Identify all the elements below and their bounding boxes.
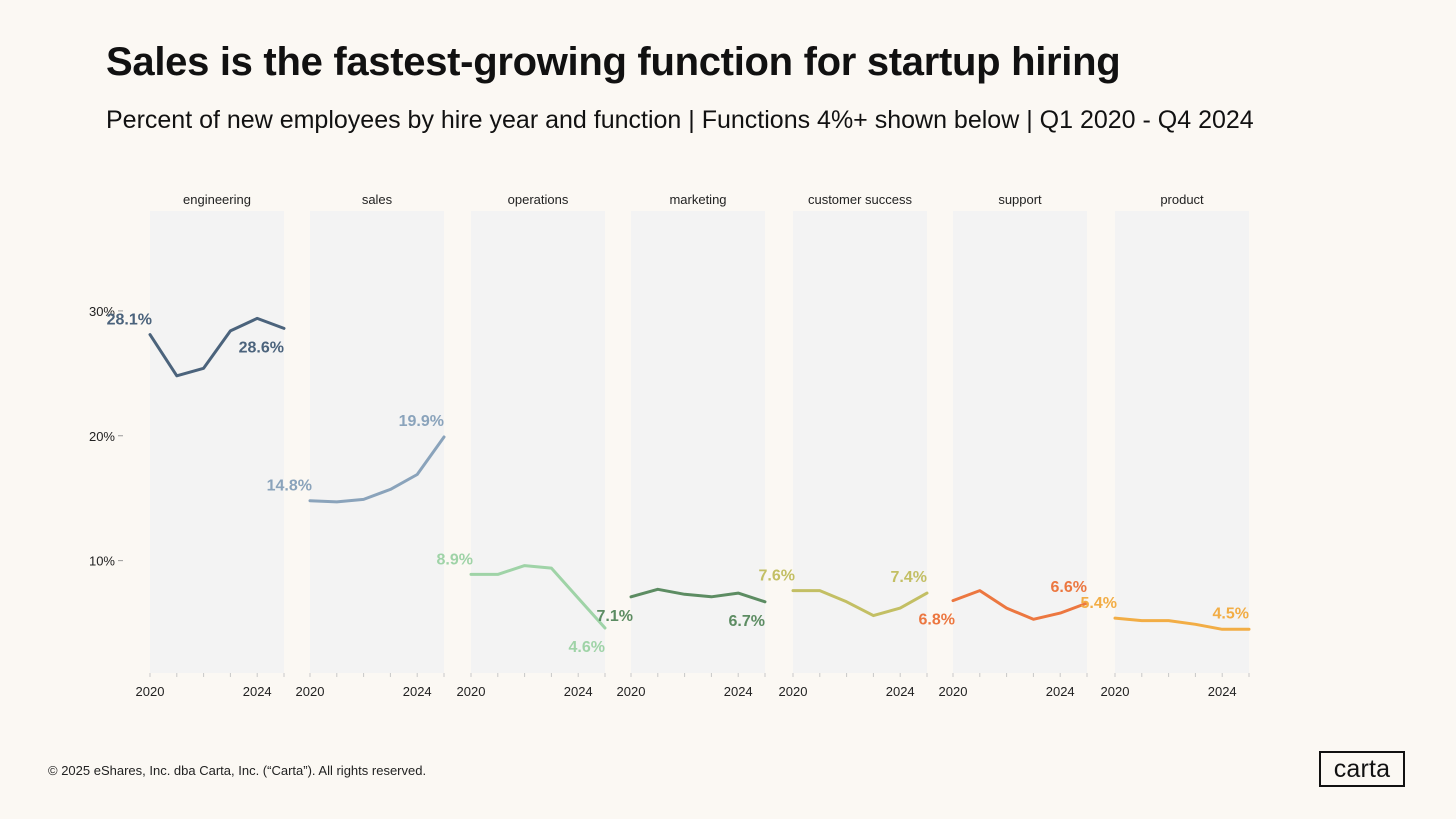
panel-background xyxy=(471,211,605,673)
panel-header: operations xyxy=(508,192,569,207)
start-data-label: 7.1% xyxy=(597,608,633,625)
x-tick-label: 2020 xyxy=(779,684,808,699)
end-data-label: 7.4% xyxy=(891,569,927,586)
series-line-product xyxy=(1113,616,1251,631)
x-tick-label: 2020 xyxy=(617,684,646,699)
end-data-label: 4.5% xyxy=(1213,605,1249,622)
end-data-label: 28.6% xyxy=(239,339,284,356)
x-tick-label: 2020 xyxy=(1101,684,1130,699)
x-tick-label: 2020 xyxy=(296,684,325,699)
start-data-label: 14.8% xyxy=(267,478,312,495)
series-line-engineering xyxy=(148,316,286,378)
x-tick-label: 2020 xyxy=(457,684,486,699)
panel-background xyxy=(793,211,927,673)
end-data-label: 6.7% xyxy=(729,613,765,630)
panel-background xyxy=(953,211,1087,673)
panel-background xyxy=(631,211,765,673)
x-tick-label: 2024 xyxy=(1046,684,1075,699)
start-data-label: 28.1% xyxy=(107,312,152,329)
x-tick-label: 2024 xyxy=(886,684,915,699)
panel-background xyxy=(150,211,284,673)
x-tick-label: 2020 xyxy=(939,684,968,699)
start-data-label: 7.6% xyxy=(759,568,795,585)
x-tick-label: 2024 xyxy=(724,684,753,699)
carta-logo: carta xyxy=(1319,751,1405,787)
y-tick-label: 10% xyxy=(89,554,115,569)
start-data-label: 8.9% xyxy=(437,551,473,568)
series-line-operations xyxy=(469,564,607,630)
y-tick-label: 20% xyxy=(89,429,115,444)
x-tick-label: 2024 xyxy=(564,684,593,699)
series-line-support xyxy=(951,589,1089,621)
x-tick-label: 2020 xyxy=(136,684,165,699)
panel-header: marketing xyxy=(669,192,726,207)
end-data-label: 4.6% xyxy=(569,639,605,656)
panel-background xyxy=(310,211,444,673)
series-line-sales xyxy=(308,435,446,504)
x-tick-label: 2024 xyxy=(243,684,272,699)
end-data-label: 6.6% xyxy=(1051,579,1087,596)
copyright-footer: © 2025 eShares, Inc. dba Carta, Inc. (“C… xyxy=(48,763,427,778)
x-tick-label: 2024 xyxy=(403,684,432,699)
y-tick-label: 30% xyxy=(89,304,115,319)
panel-header: customer success xyxy=(808,192,913,207)
series-line-customer-success xyxy=(791,589,929,618)
end-data-label: 19.9% xyxy=(399,413,444,430)
panel-header: sales xyxy=(362,192,393,207)
series-line-marketing xyxy=(629,587,767,604)
panel-background xyxy=(1115,211,1249,673)
chart-title: Sales is the fastest-growing function fo… xyxy=(106,40,1121,84)
start-data-label: 5.4% xyxy=(1081,595,1117,612)
panel-header: engineering xyxy=(183,192,251,207)
panel-header: support xyxy=(998,192,1042,207)
x-tick-label: 2024 xyxy=(1208,684,1237,699)
panel-header: product xyxy=(1160,192,1204,207)
start-data-label: 6.8% xyxy=(919,612,955,629)
chart-subtitle: Percent of new employees by hire year an… xyxy=(106,106,1254,134)
